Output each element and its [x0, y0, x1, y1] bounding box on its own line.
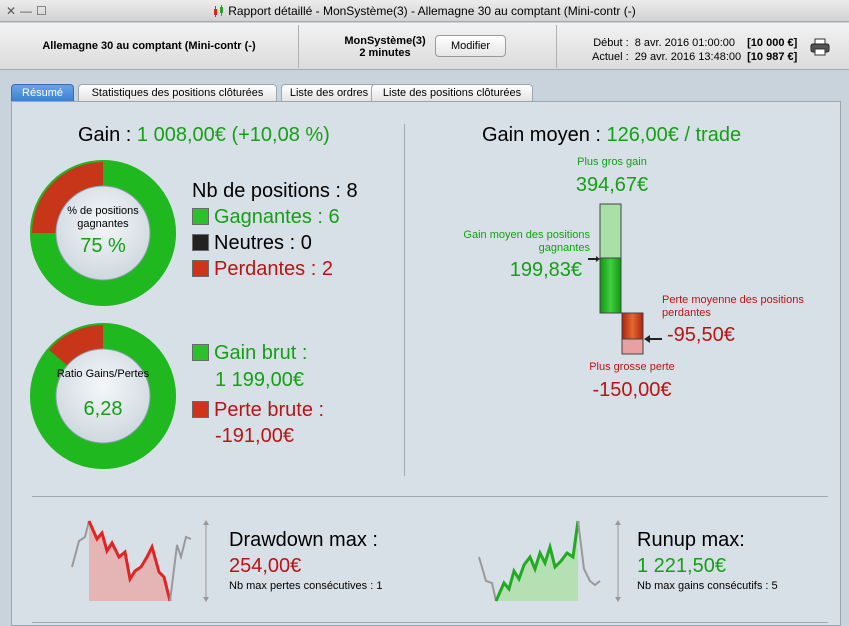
green-square-icon — [192, 208, 209, 225]
winners-count: Gagnantes : 6 — [192, 206, 340, 229]
summary-panel: Gain : 1 008,00€ (+10,08 %) % de positio… — [11, 101, 841, 626]
drawdown-value: 254,00€ — [229, 555, 302, 577]
runup-value: 1 221,50€ — [637, 555, 726, 577]
section-divider — [32, 496, 828, 497]
drawdown-label: Drawdown max : — [229, 529, 378, 551]
avg-win-bar — [599, 257, 622, 314]
maximize-icon[interactable]: ☐ — [36, 4, 47, 18]
minimize-icon[interactable]: — — [20, 4, 32, 18]
gain-label: Gain : — [78, 124, 132, 146]
tab-closed-stats[interactable]: Statistiques des positions clôturées — [78, 84, 277, 101]
avg-win-label: Gain moyen des positions gagnantes — [463, 229, 590, 254]
timeframe: 2 minutes — [359, 47, 411, 59]
header-divider — [298, 25, 299, 68]
current-date: 29 avr. 2016 13:48:00 — [634, 51, 742, 63]
avg-loss-bar — [621, 312, 644, 340]
donut1-label: % de positions gagnantes — [67, 205, 139, 230]
start-date: 8 avr. 2016 01:00:00 — [634, 37, 735, 49]
avg-gain-label: Gain moyen : — [482, 124, 601, 146]
arrow-icon — [588, 256, 600, 262]
donut1-value: 75 % — [80, 235, 126, 257]
start-label: Début : — [593, 37, 629, 49]
donut2-label: Ratio Gains/Pertes — [56, 368, 150, 380]
red-square-icon — [192, 401, 209, 418]
column-divider — [404, 124, 405, 476]
avg-gain-value: 126,00€ / trade — [606, 124, 742, 146]
drawdown-sparkline — [71, 520, 209, 602]
biggest-gain-value: 394,67€ — [575, 174, 649, 196]
current-capital: [10 987 €] — [747, 51, 798, 63]
donut2-value: 6,28 — [83, 398, 123, 420]
black-square-icon — [192, 234, 209, 251]
winning-positions-donut — [30, 160, 176, 306]
modify-button[interactable]: Modifier — [435, 35, 506, 57]
biggest-loss-label: Plus grosse perte — [589, 361, 675, 373]
biggest-gain-bar — [599, 203, 622, 259]
system-name: MonSystème(3) — [344, 35, 426, 47]
positions-count: Nb de positions : 8 — [192, 180, 358, 202]
arrow-left-icon — [644, 335, 662, 343]
gain-loss-bars — [588, 203, 644, 355]
report-header: Allemagne 30 au comptant (Mini-contr (-)… — [0, 23, 849, 70]
tab-closed-positions[interactable]: Liste des positions clôturées — [371, 84, 533, 101]
donut-loss-segment — [32, 162, 103, 233]
donut-loss-segment — [49, 325, 103, 366]
runup-label: Runup max: — [637, 529, 745, 551]
gross-loss-label: Perte brute : — [192, 399, 324, 422]
candlestick-app-icon — [214, 5, 224, 17]
red-square-icon — [192, 260, 209, 277]
printer-icon[interactable] — [810, 38, 830, 56]
neutral-count: Neutres : 0 — [192, 232, 312, 255]
section-divider — [32, 622, 828, 623]
gain-heading: Gain : 1 008,00€ (+10,08 %) — [78, 124, 330, 147]
gross-gain-label: Gain brut : — [192, 342, 307, 365]
tab-orders[interactable]: Liste des ordres — [281, 84, 377, 101]
losers-count: Perdantes : 2 — [192, 258, 333, 281]
current-label: Actuel : — [592, 51, 629, 63]
window-title: Rapport détaillé - MonSystème(3) - Allem… — [228, 4, 636, 18]
gain-value: 1 008,00€ (+10,08 %) — [136, 124, 330, 146]
system-info: MonSystème(3) 2 minutes — [330, 35, 440, 59]
avg-win-value: 199,83€ — [509, 259, 582, 281]
start-capital: [10 000 €] — [747, 37, 798, 49]
avg-loss-label: Perte moyenne des positions perdantes — [662, 294, 804, 319]
avg-loss-value: -95,50€ — [667, 324, 735, 346]
header-divider — [556, 25, 557, 68]
biggest-loss-value: -150,00€ — [592, 379, 672, 401]
gross-loss-value: -191,00€ — [215, 425, 294, 447]
runup-sub: Nb max gains consécutifs : 5 — [637, 580, 778, 592]
gain-loss-ratio-donut — [30, 323, 176, 469]
instrument-name: Allemagne 30 au comptant (Mini-contr (-) — [42, 40, 256, 52]
date-range: Début : 8 avr. 2016 01:00:00 [10 000 €] … — [590, 35, 803, 65]
title-bar: ✕ — ☐ Rapport détaillé - MonSystème(3) -… — [0, 0, 849, 22]
avg-gain-heading: Gain moyen : 126,00€ / trade — [482, 124, 741, 147]
close-icon[interactable]: ✕ — [6, 4, 17, 18]
runup-sparkline — [478, 520, 621, 602]
green-square-icon — [192, 344, 209, 361]
drawdown-sub: Nb max pertes consécutives : 1 — [229, 580, 383, 592]
biggest-loss-bar — [621, 338, 644, 355]
biggest-gain-label: Plus gros gain — [577, 156, 647, 168]
gross-gain-value: 1 199,00€ — [215, 369, 304, 391]
tab-summary[interactable]: Résumé — [11, 84, 74, 101]
